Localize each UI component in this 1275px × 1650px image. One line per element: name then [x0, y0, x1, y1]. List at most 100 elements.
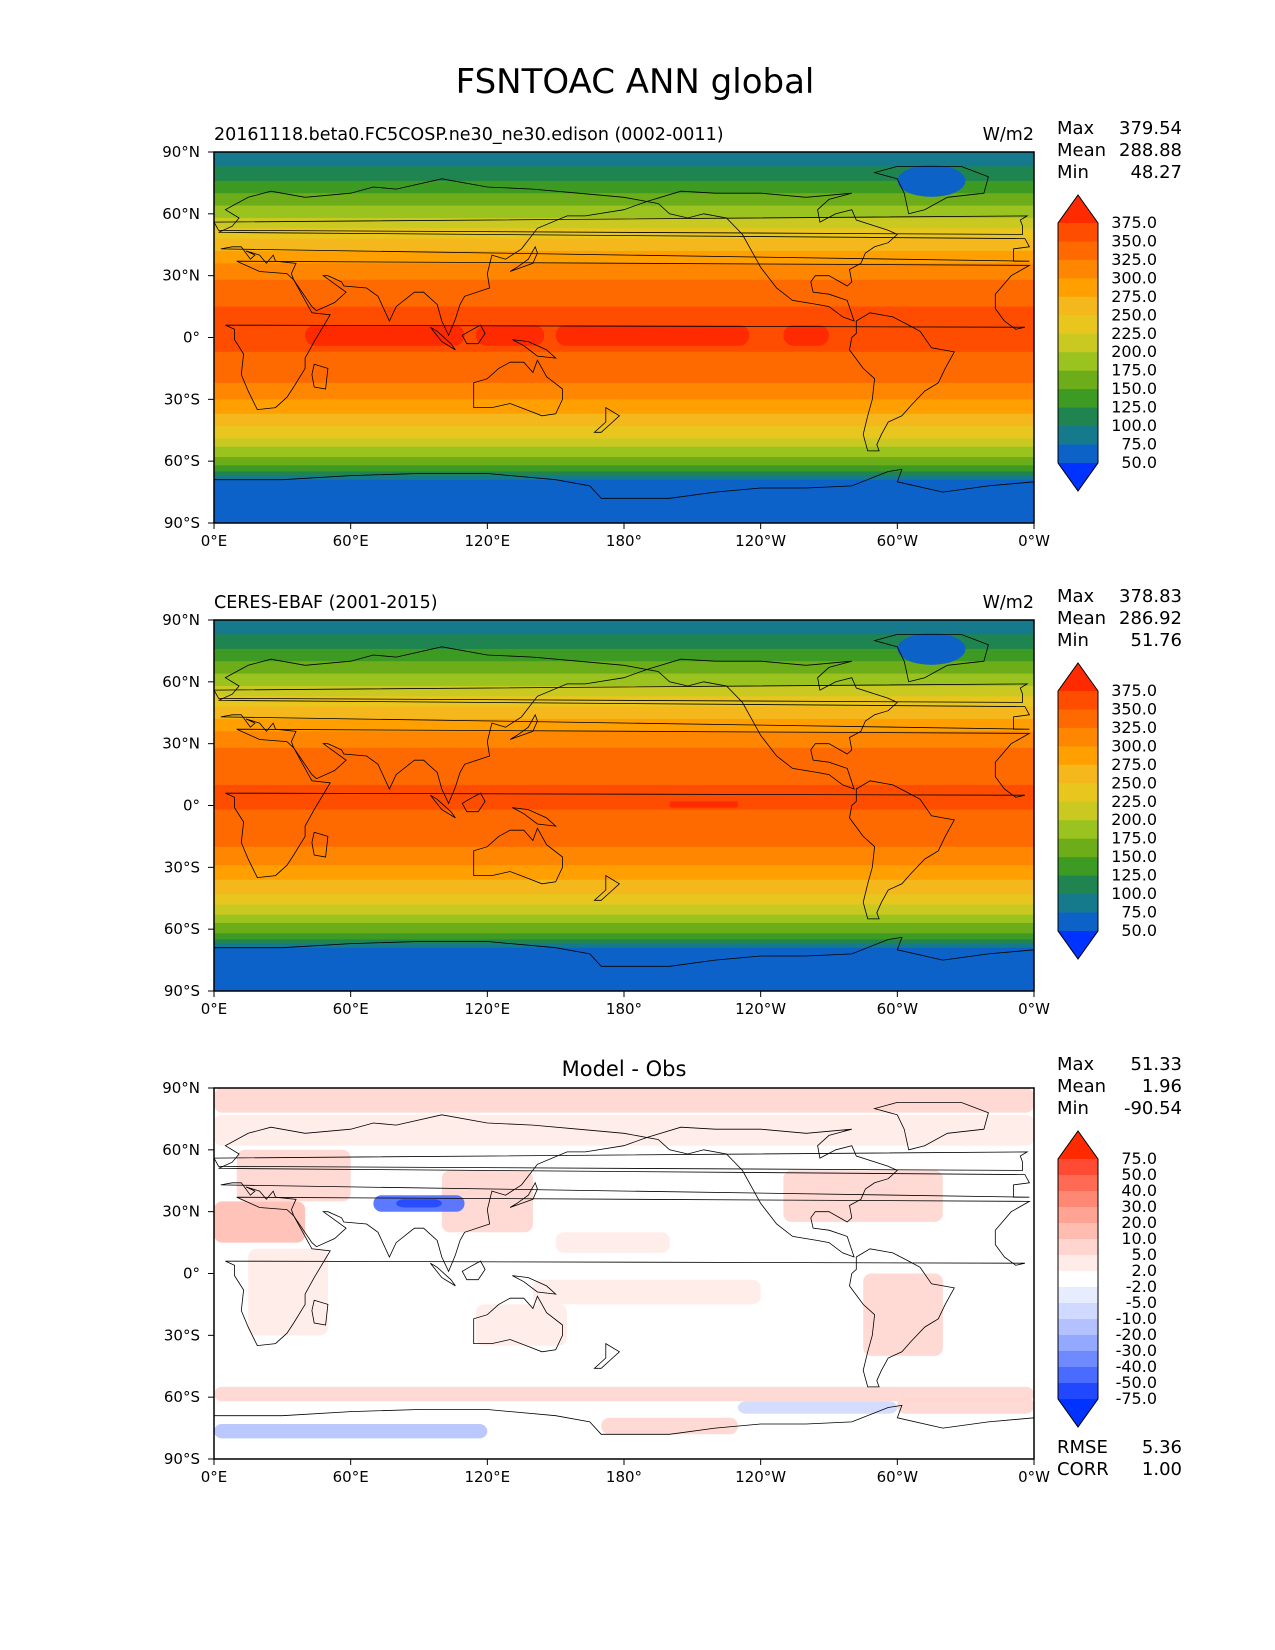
colorbar-label: -75.0: [1116, 1389, 1157, 1408]
stat-label: Min: [1057, 162, 1089, 183]
field-band: [214, 801, 1034, 805]
field-band: [214, 852, 1034, 856]
field-band: [214, 970, 1034, 974]
axis-ticks-test: 0°E 60°E 120°E 180° 120°W 60°W 0°W 90°N 60°N 30°N…: [162, 143, 1050, 550]
field-patch: [214, 1114, 1034, 1146]
coastlines-test: [214, 165, 1034, 523]
field-band: [214, 415, 1034, 419]
coastline-samerica: [849, 312, 955, 452]
field-band: [214, 374, 1034, 378]
field-band: [214, 473, 1034, 477]
field-band: [214, 620, 1034, 623]
axis-ticks-difference: 0°E 60°E 120°E 180° 120°W 60°W 0°W 90°N 60°N 30°N…: [162, 1079, 1050, 1486]
colorbar-label: 350.0: [1111, 232, 1157, 251]
field-band: [214, 729, 1034, 732]
colorbar-label: 275.0: [1111, 287, 1157, 306]
field-band: [214, 321, 1034, 324]
x-tick-label: 0°W: [1018, 532, 1050, 550]
field-band: [214, 803, 1034, 807]
field-band: [214, 871, 1034, 875]
field-band: [214, 283, 1034, 287]
colorbar-segment: [1058, 407, 1098, 427]
field-band: [214, 960, 1034, 963]
field-band: [214, 362, 1034, 365]
field-band: [214, 191, 1034, 194]
field-band: [214, 733, 1034, 737]
field-band: [214, 749, 1034, 753]
colorbar-segment: [1058, 912, 1098, 932]
field-band: [214, 384, 1034, 388]
field-band: [214, 263, 1034, 266]
field-band: [214, 500, 1034, 503]
field-band: [214, 644, 1034, 648]
field-patch: [897, 1397, 1034, 1414]
field-maximum-patch: [305, 325, 465, 346]
colorbar-label: 225.0: [1111, 324, 1157, 343]
field-band: [214, 863, 1034, 866]
field-patch: [737, 1401, 898, 1414]
field-band: [214, 677, 1034, 681]
field-band: [214, 988, 1034, 991]
colorbar-segment: [1058, 727, 1098, 747]
colorbar-segment: [1058, 820, 1098, 840]
colorbar-label: 100.0: [1111, 416, 1157, 435]
coastline-nz: [593, 874, 621, 901]
coastline-greenland: [873, 1102, 989, 1151]
field-band: [214, 461, 1034, 464]
field-band: [214, 745, 1034, 749]
field-patch: [441, 1170, 533, 1233]
y-tick-label: 30°N: [162, 735, 200, 753]
field-band: [214, 356, 1034, 359]
colorbar-extend-max: [1058, 1131, 1098, 1159]
panel-units-test: W/m2: [983, 125, 1034, 145]
stat-label: Max: [1057, 1054, 1095, 1075]
x-tick-label: 0°E: [201, 1000, 228, 1018]
field-band: [214, 164, 1034, 168]
field-band: [214, 720, 1034, 724]
panel-left-title-test: 20161118.beta0.FC5COSP.ne30_ne30.edison …: [214, 125, 724, 145]
colorbar-label: 225.0: [1111, 792, 1157, 811]
field-band: [214, 184, 1034, 188]
colorbar-label: 125.0: [1111, 398, 1157, 417]
field-band: [214, 797, 1034, 800]
colorbar-label: 5.0: [1132, 1245, 1157, 1264]
field-band: [214, 962, 1034, 965]
x-tick-label: 180°: [606, 532, 642, 550]
field-band: [214, 220, 1034, 223]
field-band: [214, 671, 1034, 675]
field-band: [214, 318, 1034, 322]
field-band: [214, 737, 1034, 741]
y-tick-label: 30°S: [164, 390, 200, 408]
panel-reference: CERES-EBAF (2001-2015) W/m2 0°E 60°E 120°E…: [162, 586, 1182, 1018]
colorbar-segment: [1058, 894, 1098, 913]
colorbar-extend-max: [1058, 663, 1098, 691]
field-band: [214, 393, 1034, 396]
field-band: [214, 496, 1034, 499]
stat-label: Mean: [1057, 1076, 1106, 1097]
panel-test: 20161118.beta0.FC5COSP.ne30_ne30.edison …: [162, 118, 1182, 550]
y-tick-label: 90°S: [164, 1450, 200, 1468]
colorbar-label: 40.0: [1121, 1181, 1157, 1200]
coastline-madagascar: [311, 1299, 329, 1326]
field-band: [214, 358, 1034, 361]
field-band: [214, 904, 1034, 908]
field-band: [214, 704, 1034, 708]
field-band: [214, 176, 1034, 180]
field-band: [214, 875, 1034, 879]
field-band: [214, 708, 1034, 712]
field-band: [214, 436, 1034, 440]
coastline-australia: [473, 827, 563, 885]
colorbar-label: 75.0: [1121, 1149, 1157, 1168]
field-band: [214, 457, 1034, 460]
colorbar-label: 250.0: [1111, 305, 1157, 324]
x-tick-label: 120°E: [465, 1000, 511, 1018]
field-band: [214, 714, 1034, 718]
field-band: [214, 712, 1034, 716]
field-band: [214, 205, 1034, 209]
field-band: [214, 351, 1034, 355]
field-band: [214, 657, 1034, 660]
field-band: [214, 275, 1034, 279]
field-band: [214, 448, 1034, 452]
field-band: [214, 725, 1034, 728]
colorbar-segment: [1058, 315, 1098, 335]
